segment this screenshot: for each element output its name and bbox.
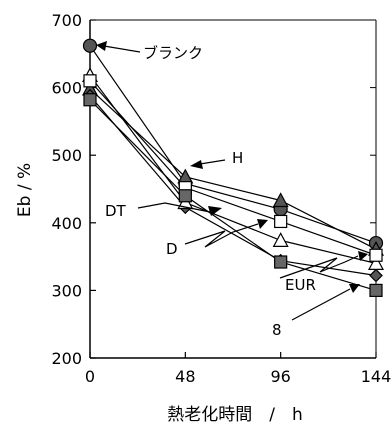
annotation-eur: EUR — [285, 276, 316, 294]
y-tick-label: 600 — [51, 79, 82, 98]
data-point-s5-1 — [178, 189, 192, 203]
annotation-arrow-d — [184, 223, 259, 248]
annotation-arrowhead-eur — [358, 251, 368, 261]
y-tick-label: 500 — [51, 146, 82, 165]
x-tick-label: 48 — [175, 367, 195, 386]
data-point-s5-3 — [369, 283, 383, 297]
series-line-4 — [89, 80, 377, 256]
data-point-s3-3 — [367, 255, 385, 270]
data-point-s5-2 — [274, 255, 288, 269]
annotations: ブランク H DT D EUR 8 — [96, 41, 368, 339]
x-tick-label: 144 — [361, 367, 392, 386]
annotation-arrow-h — [199, 159, 226, 165]
annotation-arrowhead-h — [190, 160, 203, 169]
annotation-d: D — [166, 240, 178, 258]
y-tick-label: 400 — [51, 214, 82, 233]
data-point-s1-2 — [272, 192, 289, 208]
series-lines — [89, 45, 377, 291]
annotation-8: 8 — [272, 321, 282, 339]
annotation-arrow-dt — [137, 202, 211, 213]
data-point-s4-3 — [369, 248, 383, 262]
annotation-arrowhead-8 — [349, 284, 360, 293]
series-line-3 — [89, 75, 377, 264]
series-line-5 — [89, 99, 377, 291]
y-ticks: 200 300 400 500 600 700 — [51, 11, 376, 368]
annotation-blank: ブランク — [143, 44, 203, 62]
y-tick-label: 200 — [51, 349, 82, 368]
x-tick-label: 0 — [85, 367, 95, 386]
series-markers — [81, 38, 385, 297]
annotation-arrow-eur — [279, 255, 359, 279]
x-tick-label: 96 — [270, 367, 290, 386]
series-line-0 — [89, 45, 377, 244]
annotation-arrow-8 — [291, 288, 351, 321]
data-point-s4-2 — [274, 214, 288, 229]
x-axis-title: 熱老化時間 / h — [167, 405, 303, 425]
annotation-arrowhead-d — [257, 219, 268, 229]
data-point-s2-3 — [369, 268, 383, 283]
data-point-s3-2 — [272, 232, 289, 247]
y-axis-title: Eb / % — [15, 163, 35, 217]
y-tick-label: 700 — [51, 11, 82, 30]
y-tick-label: 300 — [51, 281, 82, 300]
series-line-1 — [89, 88, 377, 250]
x-ticks: 0 48 96 144 — [85, 352, 391, 386]
annotation-dt: DT — [105, 202, 127, 220]
annotation-arrowhead-blank — [96, 41, 107, 51]
data-point-s5-0 — [83, 93, 97, 107]
data-point-s0-0 — [82, 38, 98, 53]
data-point-s4-0 — [83, 74, 97, 88]
annotation-arrowhead-dt — [208, 206, 222, 216]
series-line-2 — [89, 95, 377, 277]
annotation-arrow-blank — [103, 45, 141, 53]
annotation-h: H — [232, 149, 243, 167]
